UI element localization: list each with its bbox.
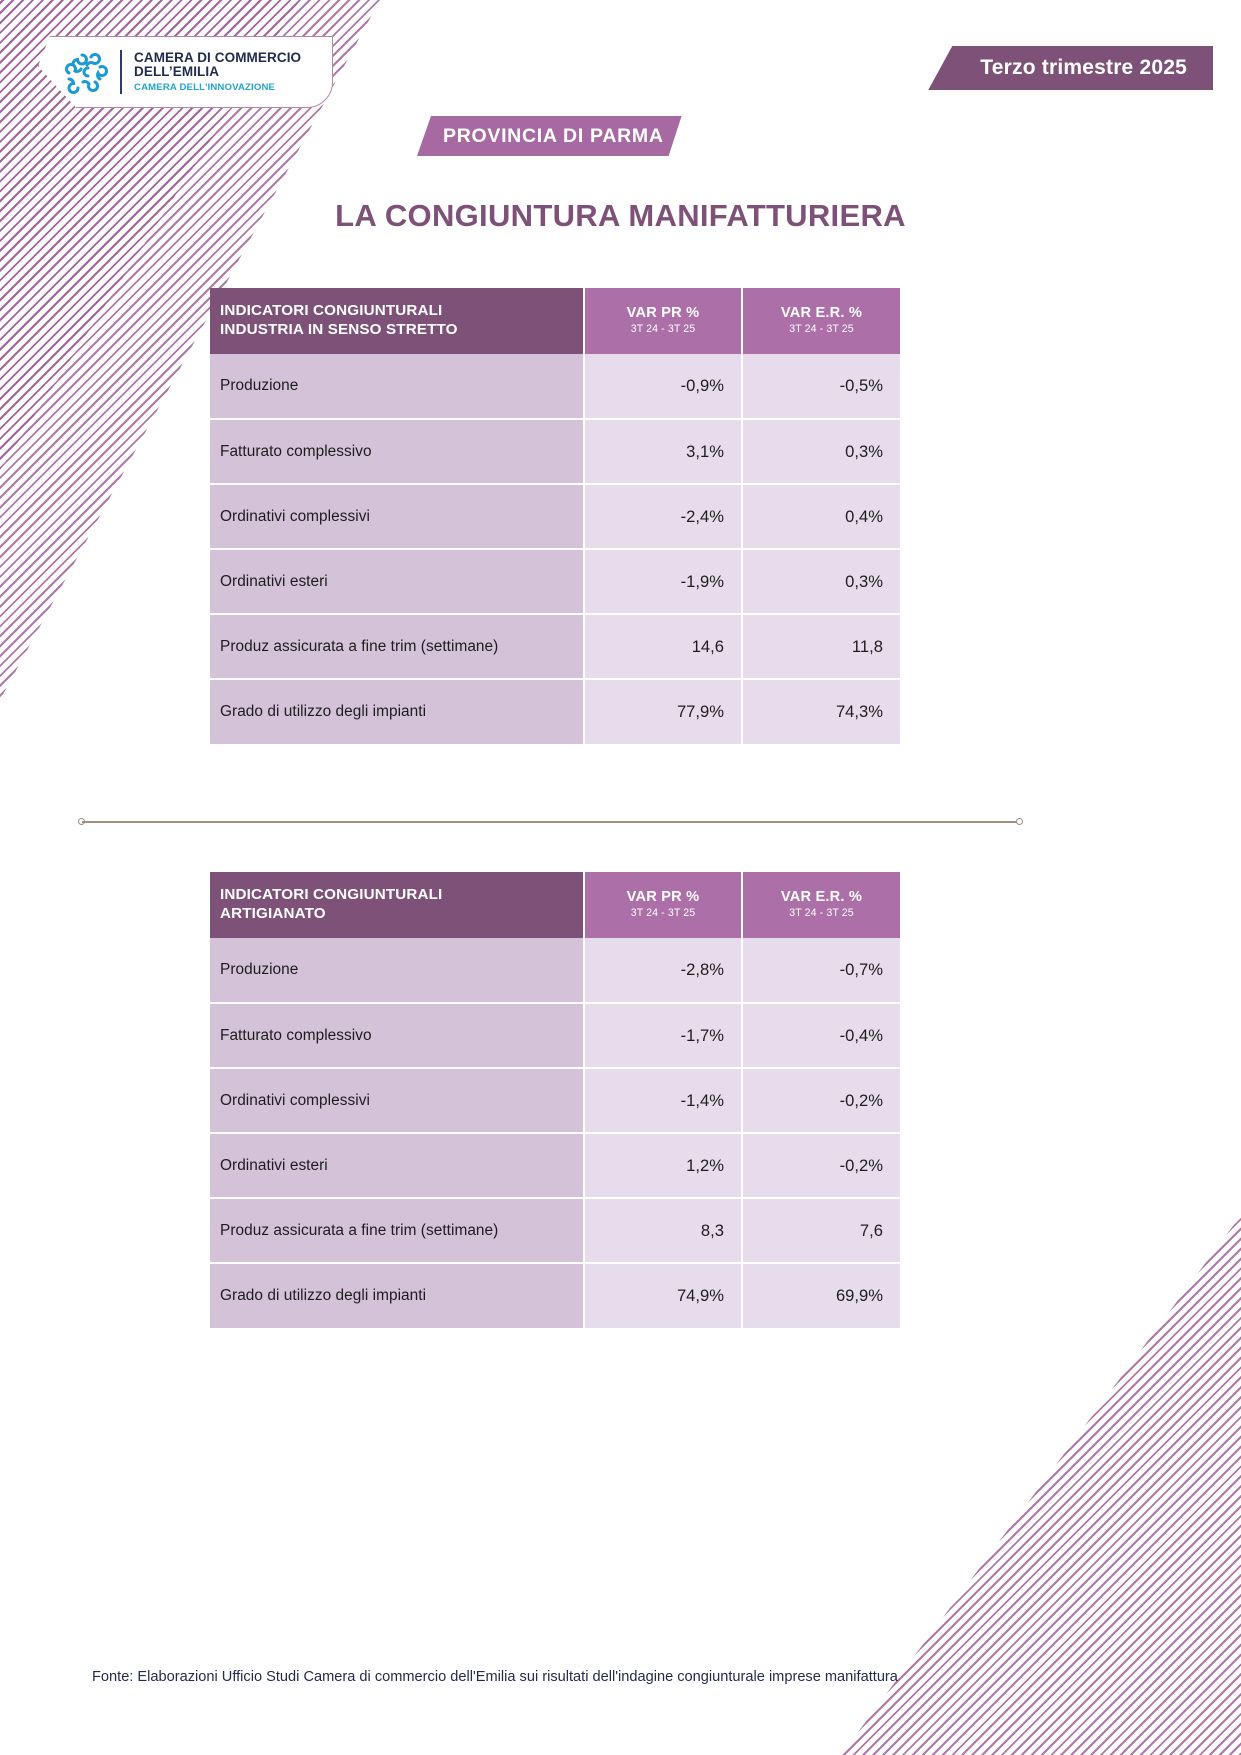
row-value-er: -0,2% [742, 1068, 900, 1134]
col-label: VAR PR % [626, 305, 700, 321]
table-artigianato: INDICATORI CONGIUNTURALI ARTIGIANATO VAR… [210, 872, 900, 1328]
table-industria-wrapper: INDICATORI CONGIUNTURALI INDUSTRIA IN SE… [210, 288, 900, 744]
row-value-pr: -1,4% [584, 1068, 743, 1134]
table-industria-body: Produzione -0,9% -0,5% Fatturato comples… [210, 354, 900, 744]
row-value-pr: 74,9% [584, 1263, 743, 1328]
logo-line-1: CAMERA DI COMMERCIO [134, 49, 302, 65]
divider-line [82, 821, 1019, 823]
table-row: Produzione -0,9% -0,5% [210, 354, 900, 420]
row-value-pr: 1,2% [584, 1133, 743, 1199]
row-label: Produz assicurata a fine trim (settimane… [210, 1198, 585, 1264]
logo-badge-background [38, 36, 333, 108]
row-value-pr: -2,8% [584, 938, 743, 1004]
province-badge-label: PROVINCIA DI PARMA [443, 124, 664, 147]
table-header-subtitle: INDUSTRIA IN SENSO STRETTO [220, 321, 458, 338]
row-value-er: -0,2% [742, 1133, 900, 1199]
row-value-er: 11,8 [742, 614, 900, 680]
table-artigianato-body: Produzione -2,8% -0,7% Fatturato comples… [210, 938, 900, 1328]
table-row: Produz assicurata a fine trim (settimane… [210, 1198, 900, 1264]
table-header-col-var-pr: VAR PR % 3T 24 - 3T 25 [584, 288, 743, 354]
table-row: Produz assicurata a fine trim (settimane… [210, 614, 900, 680]
row-value-pr: -1,7% [584, 1003, 743, 1069]
table-header-title: INDICATORI CONGIUNTURALI [220, 301, 443, 319]
col-sublabel: 3T 24 - 3T 25 [630, 907, 696, 919]
table-header-col-var-pr: VAR PR % 3T 24 - 3T 25 [584, 872, 743, 938]
table-header-title-cell: INDICATORI CONGIUNTURALI INDUSTRIA IN SE… [210, 288, 585, 354]
row-value-pr: -0,9% [584, 354, 743, 420]
section-divider [78, 818, 1023, 826]
logo-line-2: DELL’EMILIA [134, 64, 220, 80]
row-label: Grado di utilizzo degli impianti [210, 1263, 585, 1328]
row-label: Fatturato complessivo [210, 419, 585, 485]
row-label: Produz assicurata a fine trim (settimane… [210, 614, 585, 680]
logo-badge: CAMERA DI COMMERCIO DELL’EMILIA CAMERA D… [38, 36, 333, 108]
row-value-pr: -2,4% [584, 484, 743, 550]
row-label: Grado di utilizzo degli impianti [210, 679, 585, 744]
divider-dot-right [1016, 818, 1023, 825]
row-value-pr: 3,1% [584, 419, 743, 485]
table-industria: INDICATORI CONGIUNTURALI INDUSTRIA IN SE… [210, 288, 900, 744]
table-header-title-cell: INDICATORI CONGIUNTURALI ARTIGIANATO [210, 872, 585, 938]
table-row: Ordinativi esteri 1,2% -0,2% [210, 1133, 900, 1199]
row-value-er: -0,4% [742, 1003, 900, 1069]
row-value-er: -0,7% [742, 938, 900, 1004]
row-value-er: 7,6 [742, 1198, 900, 1264]
col-sublabel: 3T 24 - 3T 25 [789, 323, 854, 335]
row-label: Produzione [210, 354, 585, 420]
row-value-er: 0,4% [742, 484, 900, 550]
logo-text: CAMERA DI COMMERCIO DELL’EMILIA CAMERA D… [134, 49, 302, 93]
table-header-col-var-er: VAR E.R. % 3T 24 - 3T 25 [742, 288, 900, 354]
footer-source: Fonte: Elaborazioni Ufficio Studi Camera… [92, 1669, 898, 1685]
row-label: Produzione [210, 938, 585, 1004]
table-row: Grado di utilizzo degli impianti 74,9% 6… [210, 1263, 900, 1328]
row-value-er: 74,3% [742, 679, 900, 744]
col-sublabel: 3T 24 - 3T 25 [789, 907, 854, 919]
logo-divider [120, 50, 122, 94]
row-label: Ordinativi complessivi [210, 484, 585, 550]
table-header-row: INDICATORI CONGIUNTURALI INDUSTRIA IN SE… [210, 288, 900, 354]
row-label: Ordinativi esteri [210, 549, 585, 615]
row-value-er: 0,3% [742, 549, 900, 615]
table-header-title: INDICATORI CONGIUNTURALI [220, 885, 443, 903]
row-label: Ordinativi complessivi [210, 1068, 585, 1134]
row-value-er: 69,9% [742, 1263, 900, 1328]
col-sublabel: 3T 24 - 3T 25 [630, 323, 696, 335]
table-artigianato-wrapper: INDICATORI CONGIUNTURALI ARTIGIANATO VAR… [210, 872, 900, 1328]
col-label: VAR PR % [626, 889, 700, 905]
row-label: Ordinativi esteri [210, 1133, 585, 1199]
table-row: Produzione -2,8% -0,7% [210, 938, 900, 1004]
logo-tagline: CAMERA DELL'INNOVAZIONE [134, 81, 276, 93]
row-label: Fatturato complessivo [210, 1003, 585, 1069]
table-row: Ordinativi esteri -1,9% 0,3% [210, 549, 900, 615]
quarter-badge: Terzo trimestre 2025 [928, 46, 1213, 90]
row-value-er: 0,3% [742, 419, 900, 485]
table-header-row: INDICATORI CONGIUNTURALI ARTIGIANATO VAR… [210, 872, 900, 938]
row-value-pr: 77,9% [584, 679, 743, 744]
col-label: VAR E.R. % [780, 305, 863, 321]
row-value-pr: 8,3 [584, 1198, 743, 1264]
page-title: LA CONGIUNTURA MANIFATTURIERA [335, 198, 906, 233]
row-value-pr: 14,6 [584, 614, 743, 680]
col-label: VAR E.R. % [780, 889, 863, 905]
table-header-col-var-er: VAR E.R. % 3T 24 - 3T 25 [742, 872, 900, 938]
table-row: Fatturato complessivo 3,1% 0,3% [210, 419, 900, 485]
row-value-er: -0,5% [742, 354, 900, 420]
row-value-pr: -1,9% [584, 549, 743, 615]
table-row: Fatturato complessivo -1,7% -0,4% [210, 1003, 900, 1069]
table-row: Grado di utilizzo degli impianti 77,9% 7… [210, 679, 900, 744]
table-row: Ordinativi complessivi -2,4% 0,4% [210, 484, 900, 550]
camera-di-commercio-flower-logo-icon [65, 53, 108, 94]
quarter-badge-label: Terzo trimestre 2025 [980, 56, 1187, 79]
table-row: Ordinativi complessivi -1,4% -0,2% [210, 1068, 900, 1134]
province-badge: PROVINCIA DI PARMA [417, 116, 682, 156]
table-header-subtitle: ARTIGIANATO [220, 905, 326, 922]
